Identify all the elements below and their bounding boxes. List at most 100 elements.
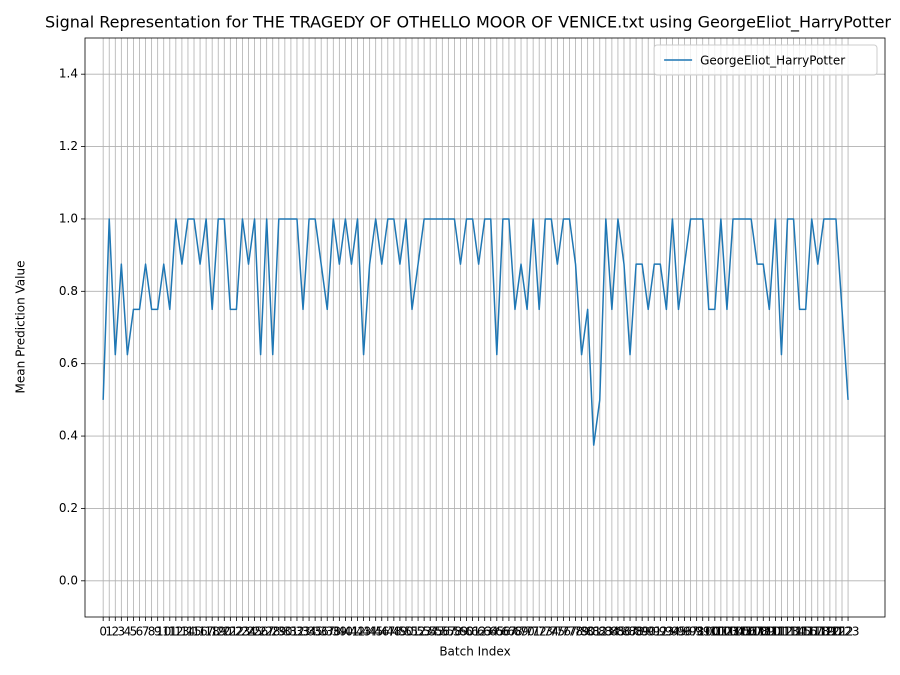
- x-tick-label: 20: [217, 625, 232, 639]
- x-tick-label: 75: [550, 625, 565, 639]
- x-tick-label: 28: [265, 625, 280, 639]
- x-tick-label: 50: [398, 625, 413, 639]
- x-tick-label: 6: [136, 625, 144, 639]
- x-tick-label: 74: [544, 625, 559, 639]
- x-tick-label: 112: [770, 625, 793, 639]
- x-tick-label: 8: [148, 625, 156, 639]
- x-tick-label: 93: [659, 625, 674, 639]
- x-tick-label: 2: [111, 625, 119, 639]
- x-tick-label: 77: [562, 625, 577, 639]
- x-tick-label: 54: [423, 625, 438, 639]
- x-tick-label: 18: [205, 625, 220, 639]
- x-tick-label: 4: [124, 625, 132, 639]
- x-tick-label: 55: [429, 625, 444, 639]
- x-tick-label: 70: [519, 625, 534, 639]
- y-tick-label: 1.2: [59, 139, 78, 153]
- y-axis-label: Mean Prediction Value: [14, 261, 28, 394]
- x-tick-label: 82: [592, 625, 607, 639]
- x-tick-label: 69: [513, 625, 528, 639]
- x-tick-label: 0: [99, 625, 107, 639]
- x-tick-label: 40: [338, 625, 353, 639]
- x-tick-label: 80: [580, 625, 595, 639]
- y-tick-label: 0.6: [59, 356, 78, 370]
- x-tick-label: 19: [211, 625, 226, 639]
- y-tick-label: 0.8: [59, 284, 78, 298]
- x-tick-label: 114: [782, 625, 805, 639]
- y-tick-label: 0.4: [59, 429, 78, 443]
- x-tick-label: 110: [758, 625, 781, 639]
- x-tick-label: 5: [130, 625, 138, 639]
- x-tick-label: 56: [435, 625, 450, 639]
- x-tick-label: 119: [812, 625, 835, 639]
- x-tick-label: 60: [459, 625, 474, 639]
- x-tick-label: 104: [722, 625, 745, 639]
- x-tick-label: 116: [794, 625, 817, 639]
- x-tick-label: 102: [709, 625, 732, 639]
- x-tick-label: 103: [715, 625, 738, 639]
- plot-frame: [84, 37, 886, 618]
- x-tick-label: 121: [824, 625, 847, 639]
- legend: GeorgeEliot_HarryPotter: [653, 44, 878, 76]
- x-tick-label: 10: [156, 625, 171, 639]
- x-tick-label: 113: [776, 625, 799, 639]
- x-tick-label: 14: [180, 625, 195, 639]
- x-tick-label: 106: [734, 625, 757, 639]
- x-tick-label: 49: [392, 625, 407, 639]
- x-tick-label: 79: [574, 625, 589, 639]
- x-tick-label: 38: [326, 625, 341, 639]
- x-tick-label: 99: [695, 625, 710, 639]
- x-tick-label: 115: [788, 625, 811, 639]
- x-tick-label: 17: [198, 625, 213, 639]
- legend-label: GeorgeEliot_HarryPotter: [700, 54, 845, 68]
- x-tick-label: 83: [598, 625, 613, 639]
- x-tick-label: 16: [192, 625, 207, 639]
- x-tick-label: 11: [162, 625, 177, 639]
- x-tick-label: 47: [380, 625, 395, 639]
- x-tick-label: 3: [118, 625, 126, 639]
- x-tick-label: 105: [728, 625, 751, 639]
- x-tick-label: 84: [604, 625, 619, 639]
- x-tick-label: 25: [247, 625, 262, 639]
- x-tick-label: 101: [703, 625, 726, 639]
- x-tick-label: 21: [223, 625, 238, 639]
- y-tick-label: 0.0: [59, 573, 78, 587]
- x-tick-label: 36: [314, 625, 329, 639]
- x-tick-label: 122: [831, 625, 854, 639]
- x-tick-label: 123: [837, 625, 860, 639]
- x-tick-label: 26: [253, 625, 268, 639]
- x-tick-label: 58: [447, 625, 462, 639]
- x-tick-label: 24: [241, 625, 256, 639]
- x-tick-label: 30: [277, 625, 292, 639]
- x-tick-label: 57: [441, 625, 456, 639]
- x-tick-label: 66: [495, 625, 510, 639]
- x-tick-label: 22: [229, 625, 244, 639]
- x-tick-label: 13: [174, 625, 189, 639]
- x-tick-label: 53: [416, 625, 431, 639]
- x-tick-label: 87: [622, 625, 637, 639]
- x-tick-label: 78: [568, 625, 583, 639]
- x-tick-label: 15: [186, 625, 201, 639]
- y-tick-label: 1.0: [59, 211, 78, 225]
- x-tick-label: 27: [259, 625, 274, 639]
- x-tick-label: 86: [616, 625, 631, 639]
- x-tick-label: 51: [404, 625, 419, 639]
- x-tick-label: 35: [307, 625, 322, 639]
- legend-box: [653, 44, 878, 76]
- x-tick-label: 89: [635, 625, 650, 639]
- x-tick-label: 73: [538, 625, 553, 639]
- x-tick-label: 42: [350, 625, 365, 639]
- x-tick-label: 109: [752, 625, 775, 639]
- x-tick-label: 31: [283, 625, 298, 639]
- x-tick-label: 33: [295, 625, 310, 639]
- y-tick-label: 0.2: [59, 501, 78, 515]
- x-tick-label: 1: [105, 625, 113, 639]
- x-tick-label: 48: [386, 625, 401, 639]
- x-tick-label: 39: [332, 625, 347, 639]
- x-tick-label: 97: [683, 625, 698, 639]
- x-tick-label: 12: [168, 625, 183, 639]
- x-tick-label: 120: [818, 625, 841, 639]
- x-tick-label: 118: [806, 625, 829, 639]
- x-tick-label: 45: [368, 625, 383, 639]
- x-tick-label: 37: [320, 625, 335, 639]
